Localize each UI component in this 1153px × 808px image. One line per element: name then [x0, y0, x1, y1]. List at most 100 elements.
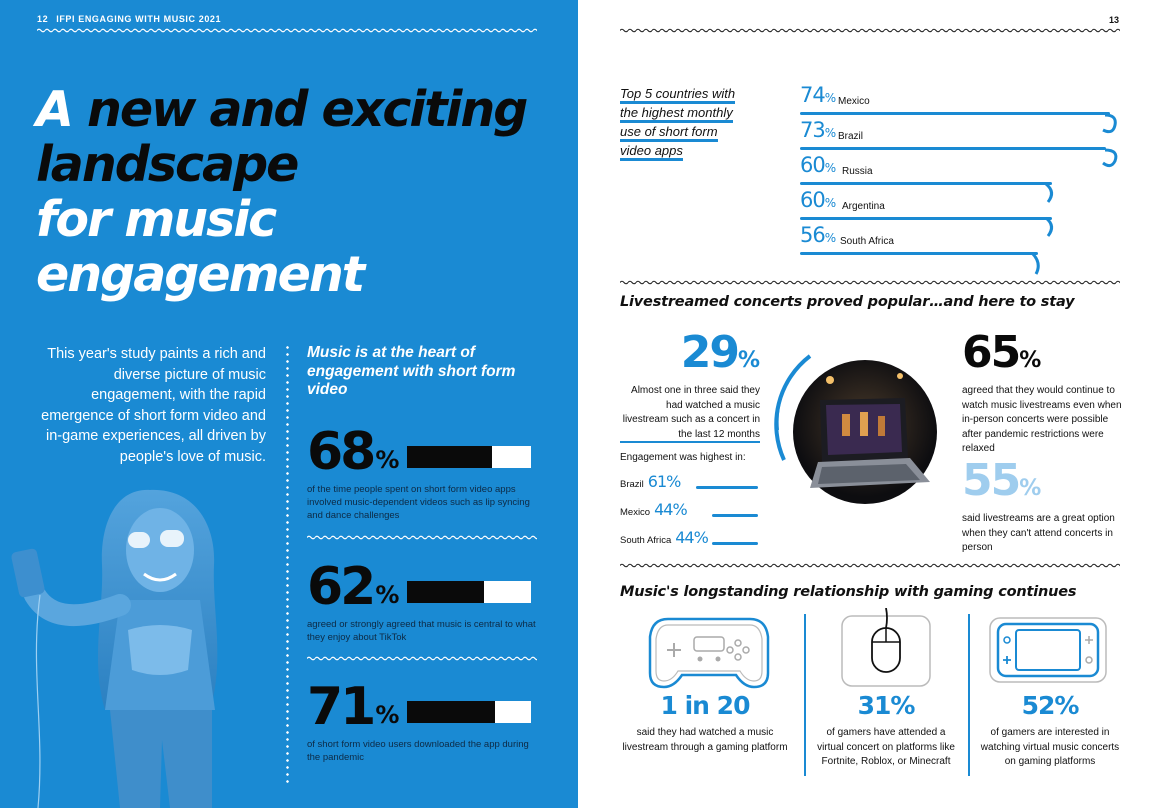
- page-number-right: 13: [1108, 15, 1119, 25]
- stat-value-unit: %: [737, 348, 760, 373]
- stat-value: 65%: [962, 330, 1127, 384]
- mouse-icon: [841, 608, 931, 687]
- engagement-value: 44%: [675, 528, 709, 547]
- stat-bar-fill: [407, 701, 496, 723]
- country-bar: [800, 182, 1052, 185]
- country-value-number: 60: [800, 188, 826, 212]
- engagement-country: Mexico: [620, 507, 651, 518]
- left-page: 12 IFPI ENGAGING WITH MUSIC 2021 A new a…: [0, 0, 578, 808]
- column-divider: [804, 614, 806, 776]
- top5-title-line: the highest monthly: [620, 105, 733, 123]
- wavy-divider: [307, 535, 537, 540]
- running-header: 12 IFPI ENGAGING WITH MUSIC 2021: [37, 14, 221, 24]
- country-row: 56% South Africa: [800, 224, 1110, 255]
- stat-block: 62 % agreed or strongly agreed that musi…: [307, 560, 537, 644]
- right-page: 13 Top 5 countries with the highest mont…: [578, 0, 1153, 808]
- woman-selfie-photo: [11, 489, 218, 808]
- wavy-divider: [307, 656, 537, 661]
- stat-description: of short form video users downloaded the…: [307, 739, 529, 763]
- headline-part: engagement: [36, 246, 365, 303]
- stat-description: agreed that they would continue to watch…: [962, 385, 1122, 454]
- stat-bar: [407, 581, 532, 603]
- engagement-country: South Africa: [620, 535, 672, 546]
- country-value-unit: %: [824, 231, 837, 245]
- country-row: 60% Argentina: [800, 189, 1110, 220]
- stat-unit: %: [375, 701, 400, 729]
- country-name: Russia: [842, 166, 873, 177]
- gaming-stat-description: of gamers have attended a virtual concer…: [817, 727, 955, 767]
- country-name: South Africa: [840, 236, 894, 247]
- engagement-bar: [712, 542, 758, 545]
- stat-block: 71 % of short form video users downloade…: [307, 680, 537, 764]
- stat-bar: [407, 701, 532, 723]
- livestream-stat: 55% said livestreams are a great option …: [962, 458, 1127, 556]
- country-value-number: 74: [800, 83, 826, 107]
- engagement-row: South Africa 44%: [620, 528, 709, 547]
- country-bar: [800, 252, 1038, 255]
- wavy-divider: [620, 28, 1120, 33]
- stat-unit: %: [375, 581, 400, 609]
- gaming-stat-value: 52%: [1021, 691, 1080, 720]
- stat-description: said livestreams are a great option when…: [962, 513, 1115, 553]
- page-headline: A new and exciting landscape for music e…: [36, 81, 528, 303]
- bar-curl-decoration: [1102, 113, 1118, 168]
- engagement-label: Engagement was highest in:: [620, 452, 746, 463]
- engagement-country: Brazil: [620, 479, 644, 490]
- country-row: 60% Russia: [800, 154, 1110, 185]
- stat-bar-fill: [407, 581, 485, 603]
- country-row: 74% Mexico: [800, 84, 1110, 115]
- stat-value-unit: %: [1019, 476, 1042, 501]
- livestream-section-title: Livestreamed concerts proved popular…and…: [620, 294, 1075, 310]
- headline-part: landscape: [36, 136, 299, 193]
- gaming-stat: 52% of gamers are interested in watching…: [976, 692, 1124, 770]
- engagement-bar: [712, 514, 758, 517]
- country-value-unit: %: [824, 161, 837, 175]
- gaming-stat-description: of gamers are interested in watching vir…: [980, 727, 1120, 767]
- country-value: 60%: [800, 189, 836, 214]
- wavy-divider: [620, 280, 1120, 285]
- bar-curl-decoration: [1030, 182, 1053, 275]
- country-row: 73% Brazil: [800, 119, 1110, 150]
- stat-description: agreed or strongly agreed that music is …: [307, 619, 536, 643]
- stat-value: 68: [307, 422, 376, 482]
- stat-value-number: 55: [962, 455, 1021, 506]
- gaming-stat: 31% of gamers have attended a virtual co…: [814, 692, 958, 770]
- country-value-unit: %: [824, 91, 837, 105]
- intro-paragraph: This year's study paints a rich and dive…: [41, 346, 266, 465]
- country-value-unit: %: [824, 196, 837, 210]
- country-bar: [800, 147, 1106, 150]
- stat-value: 71: [307, 677, 376, 737]
- country-bar: [800, 217, 1052, 220]
- country-value: 56%: [800, 224, 836, 249]
- stat-description: of the time people spent on short form v…: [307, 484, 530, 521]
- engagement-row: Brazil 61%: [620, 472, 682, 491]
- country-value-unit: %: [824, 126, 837, 140]
- dotted-divider: [286, 344, 289, 784]
- engagement-value: 44%: [654, 500, 688, 519]
- stat-description: Almost one in three said they had watche…: [622, 385, 760, 440]
- wavy-divider: [620, 563, 1120, 568]
- wavy-divider: [37, 28, 537, 33]
- country-name: Mexico: [838, 96, 870, 107]
- country-value-number: 60: [800, 153, 826, 177]
- stat-value: 29%: [620, 330, 760, 384]
- livestream-stat: 29% Almost one in three said they had wa…: [620, 330, 760, 442]
- gamepad-icon: [648, 617, 770, 689]
- divider-line: [620, 441, 760, 443]
- top5-title-line: video apps: [620, 143, 683, 161]
- headline-part: new and exciting: [87, 81, 528, 138]
- gaming-section-title: Music's longstanding relationship with g…: [620, 584, 1077, 600]
- country-name: Argentina: [842, 201, 885, 212]
- column-divider: [968, 614, 970, 776]
- engagement-bar: [696, 486, 758, 489]
- country-value: 74%: [800, 84, 836, 109]
- stat-value-number: 65: [962, 327, 1021, 378]
- gaming-stat: 1 in 20 said they had watched a music li…: [620, 692, 790, 755]
- top5-title-line: use of short form: [620, 124, 718, 142]
- stat-unit: %: [375, 446, 400, 474]
- engagement-value: 61%: [647, 472, 682, 491]
- top5-title: Top 5 countries with the highest monthly…: [620, 84, 756, 161]
- country-value: 60%: [800, 154, 836, 179]
- country-name: Brazil: [838, 131, 864, 142]
- top5-title-line: Top 5 countries with: [620, 86, 736, 104]
